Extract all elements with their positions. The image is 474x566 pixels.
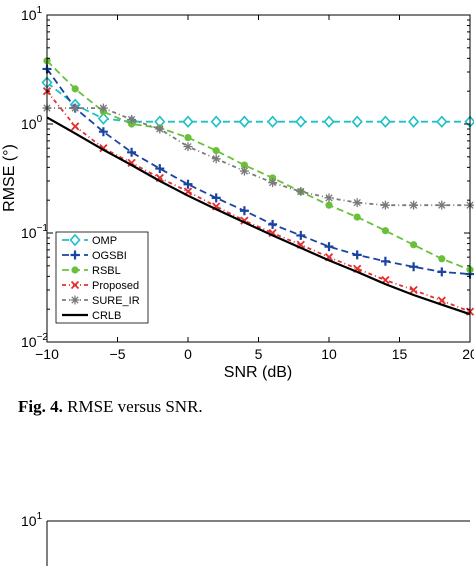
- legend-label-omp: OMP: [92, 235, 117, 247]
- second-chart-y-tick-label: 101: [21, 511, 43, 529]
- legend-label-rsbl: RSBL: [92, 265, 121, 277]
- caption-text: RMSE versus SNR.: [67, 397, 203, 416]
- data-point-sure-ir: [381, 201, 390, 210]
- data-point-rsbl: [354, 213, 361, 220]
- data-point-rsbl: [213, 147, 220, 154]
- data-point-sure-ir: [240, 167, 249, 176]
- data-point-sure-ir: [71, 104, 80, 113]
- x-tick-label: 5: [255, 346, 263, 362]
- x-tick-label: −10: [35, 346, 59, 362]
- data-point-rsbl: [410, 241, 417, 248]
- caption-label: Fig. 4.: [18, 397, 63, 416]
- data-point-sure-ir: [409, 201, 418, 210]
- data-point-sure-ir: [268, 178, 277, 187]
- data-point-sure-ir: [353, 198, 362, 207]
- legend: OMP OGSBI RSBL Proposed SURE_IR CRLB: [56, 232, 148, 323]
- data-point-sure-ir: [296, 187, 305, 196]
- y-tick-label: 100: [21, 114, 43, 132]
- data-point-sure-ir: [184, 142, 193, 151]
- data-point-rsbl: [72, 85, 79, 92]
- data-point-sure-ir: [99, 104, 108, 113]
- data-point-rsbl: [438, 255, 445, 262]
- second-chart-partial: 101: [0, 506, 474, 566]
- x-tick-label: 20: [462, 346, 474, 362]
- data-point-sure-ir: [437, 201, 446, 210]
- data-point-rsbl: [382, 227, 389, 234]
- x-axis-label: SNR (dB): [224, 364, 292, 381]
- x-tick-label: −5: [110, 346, 126, 362]
- legend-label-ogsbi: OGSBI: [92, 250, 127, 262]
- legend-label-sure-ir: SURE_IR: [92, 295, 140, 307]
- x-tick-labels: −10 −5 0 5 10 15 20: [35, 346, 474, 362]
- data-point-sure-ir: [212, 154, 221, 163]
- legend-marker-sure-ir: [71, 296, 80, 305]
- data-point-rsbl: [184, 134, 191, 141]
- data-point-sure-ir: [127, 115, 136, 124]
- data-point-rsbl: [325, 202, 332, 209]
- y-axis-label: RMSE (°): [1, 144, 18, 212]
- legend-label-crlb: CRLB: [92, 310, 121, 322]
- y-tick-label: 10−1: [21, 223, 48, 241]
- x-tick-label: 10: [321, 346, 337, 362]
- figure-caption: Fig. 4. RMSE versus SNR.: [18, 397, 203, 417]
- x-tick-label: 15: [392, 346, 408, 362]
- y-tick-label: 101: [21, 5, 43, 23]
- legend-label-proposed: Proposed: [92, 280, 139, 292]
- data-point-sure-ir: [155, 124, 164, 133]
- x-tick-label: 0: [184, 346, 192, 362]
- legend-marker-rsbl: [71, 266, 78, 273]
- data-point-sure-ir: [325, 193, 334, 202]
